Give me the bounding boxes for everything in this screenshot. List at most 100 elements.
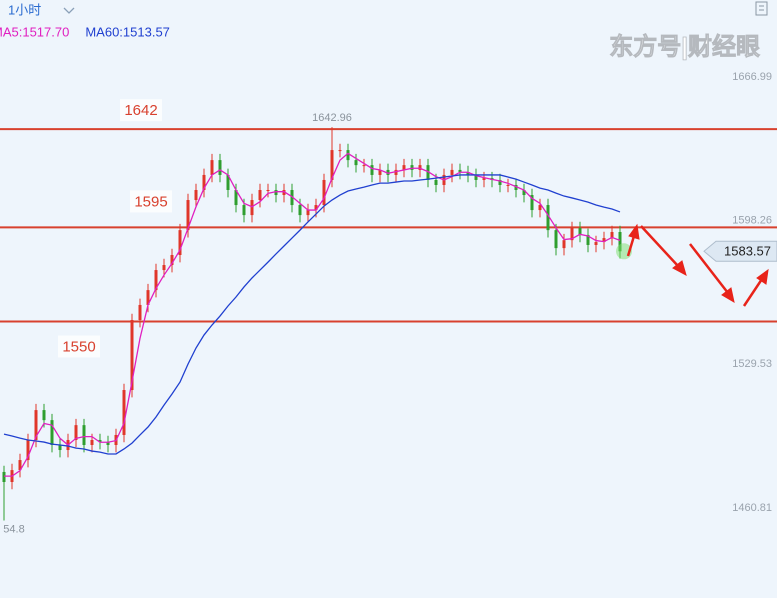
candle-body — [218, 160, 222, 175]
candle-body — [122, 390, 126, 435]
level-label: 1595 — [134, 193, 167, 210]
candle-body — [282, 189, 286, 196]
arrowhead — [672, 260, 687, 277]
candle-body — [602, 238, 606, 243]
candle-body — [274, 189, 278, 196]
candle-body — [530, 195, 534, 211]
candle-body — [298, 205, 302, 216]
arrowhead — [628, 223, 640, 240]
arrow — [689, 243, 729, 294]
forecast-arrows — [626, 223, 769, 307]
candle-body — [42, 410, 46, 421]
candle-body — [402, 165, 406, 170]
candle-body — [330, 150, 334, 180]
candle-body — [506, 184, 510, 186]
candle-body — [522, 189, 526, 196]
candle-body — [178, 230, 182, 256]
candle-body — [146, 290, 150, 305]
candle-body — [34, 410, 38, 440]
candle-body — [26, 439, 30, 461]
y-tick-label: 1529.53 — [732, 358, 772, 370]
candle-body — [586, 234, 590, 245]
y-tick-label: 1666.99 — [732, 71, 772, 83]
candle-body — [618, 232, 622, 252]
arrow — [742, 278, 764, 307]
y-tick-label: 1598.26 — [732, 215, 772, 227]
level-label-box — [130, 190, 172, 213]
arrow — [626, 235, 636, 257]
candle-body — [562, 240, 566, 249]
candle-body — [90, 439, 94, 445]
candle-body — [306, 210, 310, 216]
candle-body — [170, 255, 174, 266]
candle-body — [250, 200, 254, 216]
candle-body — [58, 444, 62, 451]
candle-body — [266, 189, 270, 191]
legend-entry: MA60:1513.57 — [85, 24, 170, 39]
candle-body — [346, 150, 350, 161]
candle-body — [18, 460, 22, 471]
candle-body — [594, 242, 598, 245]
candle-body — [394, 169, 398, 175]
candle-body — [194, 189, 198, 201]
candle-body — [514, 184, 518, 190]
candle-body — [82, 425, 86, 445]
candle-body — [130, 320, 134, 391]
candle-body — [186, 200, 190, 231]
extreme-label: 54.8 — [3, 523, 24, 535]
candle-body — [258, 189, 262, 201]
candle-body — [474, 174, 478, 180]
candle-body — [458, 169, 462, 173]
candle-body — [410, 165, 414, 170]
candle-body — [322, 179, 326, 206]
candle-body — [242, 205, 246, 216]
candle-body — [578, 228, 582, 235]
candle-body — [370, 165, 374, 175]
arrowhead — [721, 287, 735, 304]
candle-body — [106, 442, 110, 445]
candle-body — [378, 169, 382, 175]
level-label-box — [58, 335, 100, 358]
period-selector[interactable]: 1小时 — [8, 2, 41, 17]
candle-body — [338, 150, 342, 152]
candle-body — [234, 189, 238, 206]
candle-body — [314, 205, 318, 211]
moving-average-line — [3, 174, 621, 455]
y-tick-label: 1460.81 — [732, 502, 772, 514]
level-label-box — [120, 99, 162, 122]
arrow — [640, 225, 679, 267]
candle-body — [202, 174, 206, 190]
candle-body — [138, 304, 142, 321]
candle-body — [570, 228, 574, 241]
plot: 1460.81 1529.53 1598.26 1666.99 1642 1595 1550… — [0, 71, 777, 535]
candle-body — [418, 165, 422, 170]
dropdown-chevron[interactable] — [63, 7, 75, 14]
moving-average-line — [4, 152, 621, 477]
watermark: 东方号|财经眼 — [609, 32, 760, 60]
candle-body — [426, 165, 430, 180]
candle-body — [610, 232, 614, 239]
candle-body — [498, 179, 502, 185]
legend-entry: MA5:1517.70 — [0, 24, 69, 39]
candle-body — [226, 174, 230, 190]
candle-body — [450, 169, 454, 175]
candle-body — [2, 471, 6, 482]
arrowhead — [756, 268, 769, 285]
extreme-label: 1642.96 — [312, 112, 352, 124]
last-price-label: 1583.57 — [724, 244, 771, 259]
candle-body — [482, 178, 486, 180]
last-price-tag — [703, 240, 777, 262]
settings-icon[interactable] — [755, 1, 768, 16]
candle-body — [546, 205, 550, 231]
candle-body — [354, 160, 358, 166]
level-label: 1550 — [62, 338, 95, 355]
candle-body — [74, 425, 78, 440]
candle-body — [362, 165, 366, 167]
candle-body — [386, 169, 390, 175]
candle-body — [50, 420, 54, 445]
candle-body — [466, 172, 470, 175]
candle-body — [434, 179, 438, 185]
level-label: 1642 — [124, 102, 157, 119]
